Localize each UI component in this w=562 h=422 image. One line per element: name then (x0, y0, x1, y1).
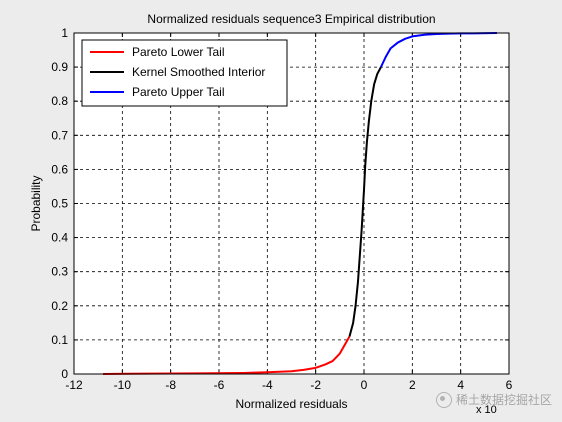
x-tick-label: 0 (361, 378, 368, 392)
watermark: 稀土数据挖掘社区 (435, 391, 552, 408)
x-tick-label: 4 (457, 378, 464, 392)
x-exponent-label: x 10 (476, 404, 497, 416)
x-tick-label: -6 (214, 378, 225, 392)
y-tick-label: 0.3 (51, 265, 68, 279)
y-tick-label: 0.5 (51, 197, 68, 211)
x-tick-label: -8 (165, 378, 176, 392)
y-axis-label: Probability (29, 175, 43, 231)
x-tick-label: -12 (65, 378, 83, 392)
wechat-like-icon (435, 391, 452, 408)
y-tick-label: 1 (61, 26, 68, 40)
x-tick-label: 6 (506, 378, 513, 392)
y-tick-label: 0.4 (51, 231, 68, 245)
x-tick-label: -4 (262, 378, 273, 392)
y-tick-label: 0.6 (51, 162, 68, 176)
series-line-1 (348, 66, 382, 337)
chart-title: Normalized residuals sequence3 Empirical… (147, 12, 435, 26)
axis-ticks: -12 -10 -8 -6 -4 -2 0 2 4 6 0 0.1 0.2 0.3 0.4 0.5 0.6 0.7… (51, 26, 512, 392)
legend-label-0: Pareto Lower Tail (132, 45, 225, 59)
legend: Pareto Lower Tail Kernel Smoothed Interio… (81, 39, 288, 107)
legend-label-1: Kernel Smoothed Interior (132, 65, 265, 79)
x-tick-label: -10 (114, 378, 132, 392)
legend-label-2: Pareto Upper Tail (132, 85, 225, 99)
y-tick-label: 0.8 (51, 94, 68, 108)
x-axis-label: Normalized residuals (235, 397, 347, 411)
y-tick-label: 0.7 (51, 128, 68, 142)
x-tick-label: 2 (409, 378, 416, 392)
y-tick-label: 0.9 (51, 60, 68, 74)
y-tick-label: 0.2 (51, 299, 68, 313)
watermark-text: 稀土数据挖掘社区 (455, 393, 552, 407)
axes-border (73, 32, 510, 375)
y-tick-label: 0.1 (51, 333, 68, 347)
y-tick-label: 0 (61, 367, 68, 381)
series-line-0 (102, 335, 351, 375)
x-tick-label: -2 (310, 378, 321, 392)
